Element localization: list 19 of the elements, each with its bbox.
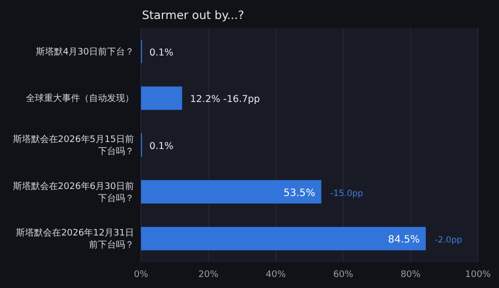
annotation: -15.0pp [330, 188, 364, 199]
x-tick-label: 20% [198, 270, 219, 280]
data-label: 12.2% -16.7pp [190, 94, 260, 106]
chart-title: Starmer out by...? [142, 8, 244, 22]
y-tick-label: 斯塔默4月30日前下台？ [36, 46, 134, 58]
data-label: 0.1% [149, 47, 174, 58]
y-tick-label: 全球重大事件（自动发现） [26, 93, 134, 104]
annotation: -2.0pp [434, 236, 462, 246]
data-label: 53.5% [284, 188, 316, 199]
x-tick-label: 100% [465, 270, 492, 280]
y-tick-label: 斯塔默会在2026年5月15日前下台吗？ [12, 134, 134, 157]
y-tick-label: 斯塔默会在2026年12月31日前下台吗？ [16, 228, 134, 251]
y-tick-label: 斯塔默会在2026年6月30日前下台吗？ [12, 180, 134, 204]
data-label: 0.1% [149, 141, 174, 152]
x-tick-label: 60% [333, 270, 354, 280]
x-tick-label: 0% [134, 270, 149, 280]
x-tick-label: 80% [400, 270, 422, 280]
data-label: 84.5% [388, 234, 420, 246]
x-tick-label: 40% [266, 270, 286, 280]
